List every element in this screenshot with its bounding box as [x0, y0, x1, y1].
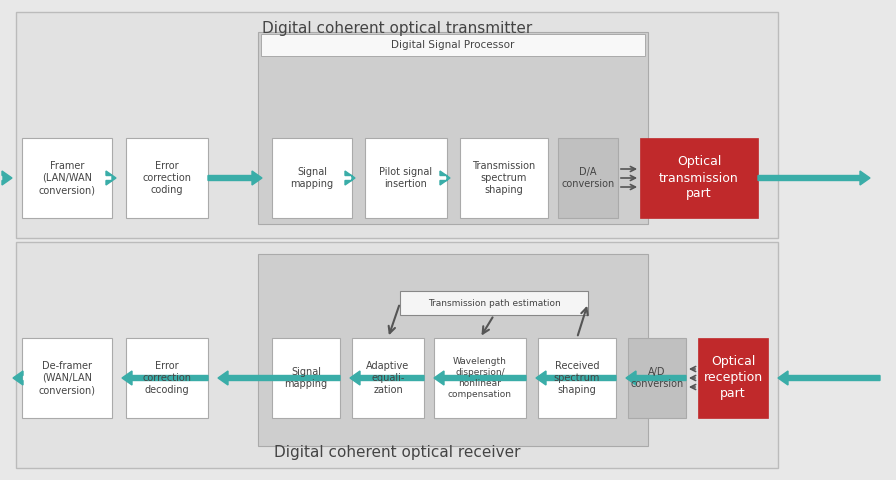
Bar	[558, 138, 618, 218]
Text: Received
spectrum
shaping: Received spectrum shaping	[554, 360, 600, 396]
Bar	[126, 338, 208, 418]
Text: Error
correction
decoding: Error correction decoding	[142, 360, 192, 396]
FancyArrow shape	[440, 171, 450, 185]
FancyArrow shape	[758, 171, 870, 185]
Text: Framer
(LAN/WAN
conversion): Framer (LAN/WAN conversion)	[39, 161, 96, 195]
FancyArrow shape	[434, 371, 526, 385]
FancyArrow shape	[626, 371, 686, 385]
Text: Transmission path estimation: Transmission path estimation	[427, 299, 560, 308]
Text: Digital coherent optical transmitter: Digital coherent optical transmitter	[262, 21, 532, 36]
Text: Digital coherent optical receiver: Digital coherent optical receiver	[274, 444, 521, 459]
Bar	[628, 338, 686, 418]
Text: Adaptive
equali-
zation: Adaptive equali- zation	[366, 360, 409, 396]
Bar	[400, 291, 588, 315]
Text: Signal
mapping: Signal mapping	[290, 167, 333, 189]
Bar	[261, 34, 645, 56]
Bar	[365, 138, 447, 218]
Bar	[16, 12, 778, 238]
Bar	[22, 338, 112, 418]
Bar	[258, 254, 648, 446]
Bar	[538, 338, 616, 418]
FancyArrow shape	[218, 371, 340, 385]
Text: A/D
conversion: A/D conversion	[631, 367, 684, 389]
Text: Digital Signal Processor: Digital Signal Processor	[392, 40, 514, 50]
FancyArrow shape	[208, 171, 262, 185]
FancyArrow shape	[536, 371, 616, 385]
Bar	[698, 338, 768, 418]
Bar	[272, 338, 340, 418]
Text: Pilot signal
insertion: Pilot signal insertion	[379, 167, 433, 189]
Bar	[272, 138, 352, 218]
Text: Transmission
spectrum
shaping: Transmission spectrum shaping	[472, 161, 536, 195]
Text: Wavelength
dispersion/
nonlinear
compensation: Wavelength dispersion/ nonlinear compens…	[448, 357, 512, 399]
FancyArrow shape	[106, 171, 116, 185]
Text: Error
correction
coding: Error correction coding	[142, 161, 192, 195]
Bar	[460, 138, 548, 218]
Bar	[16, 242, 778, 468]
FancyArrow shape	[778, 371, 880, 385]
Text: Signal
mapping: Signal mapping	[284, 367, 328, 389]
Bar	[126, 138, 208, 218]
Text: De-framer
(WAN/LAN
conversion): De-framer (WAN/LAN conversion)	[39, 360, 96, 396]
Bar	[640, 138, 758, 218]
Text: Optical
transmission
part: Optical transmission part	[659, 156, 739, 201]
Text: Optical
reception
part: Optical reception part	[703, 356, 762, 400]
FancyArrow shape	[2, 171, 12, 185]
FancyArrow shape	[345, 171, 355, 185]
Bar	[258, 32, 648, 224]
Bar	[434, 338, 526, 418]
Text: D/A
conversion: D/A conversion	[562, 167, 615, 189]
Bar	[22, 138, 112, 218]
FancyArrow shape	[13, 371, 23, 385]
FancyArrow shape	[350, 371, 424, 385]
FancyArrow shape	[122, 371, 208, 385]
Bar	[352, 338, 424, 418]
